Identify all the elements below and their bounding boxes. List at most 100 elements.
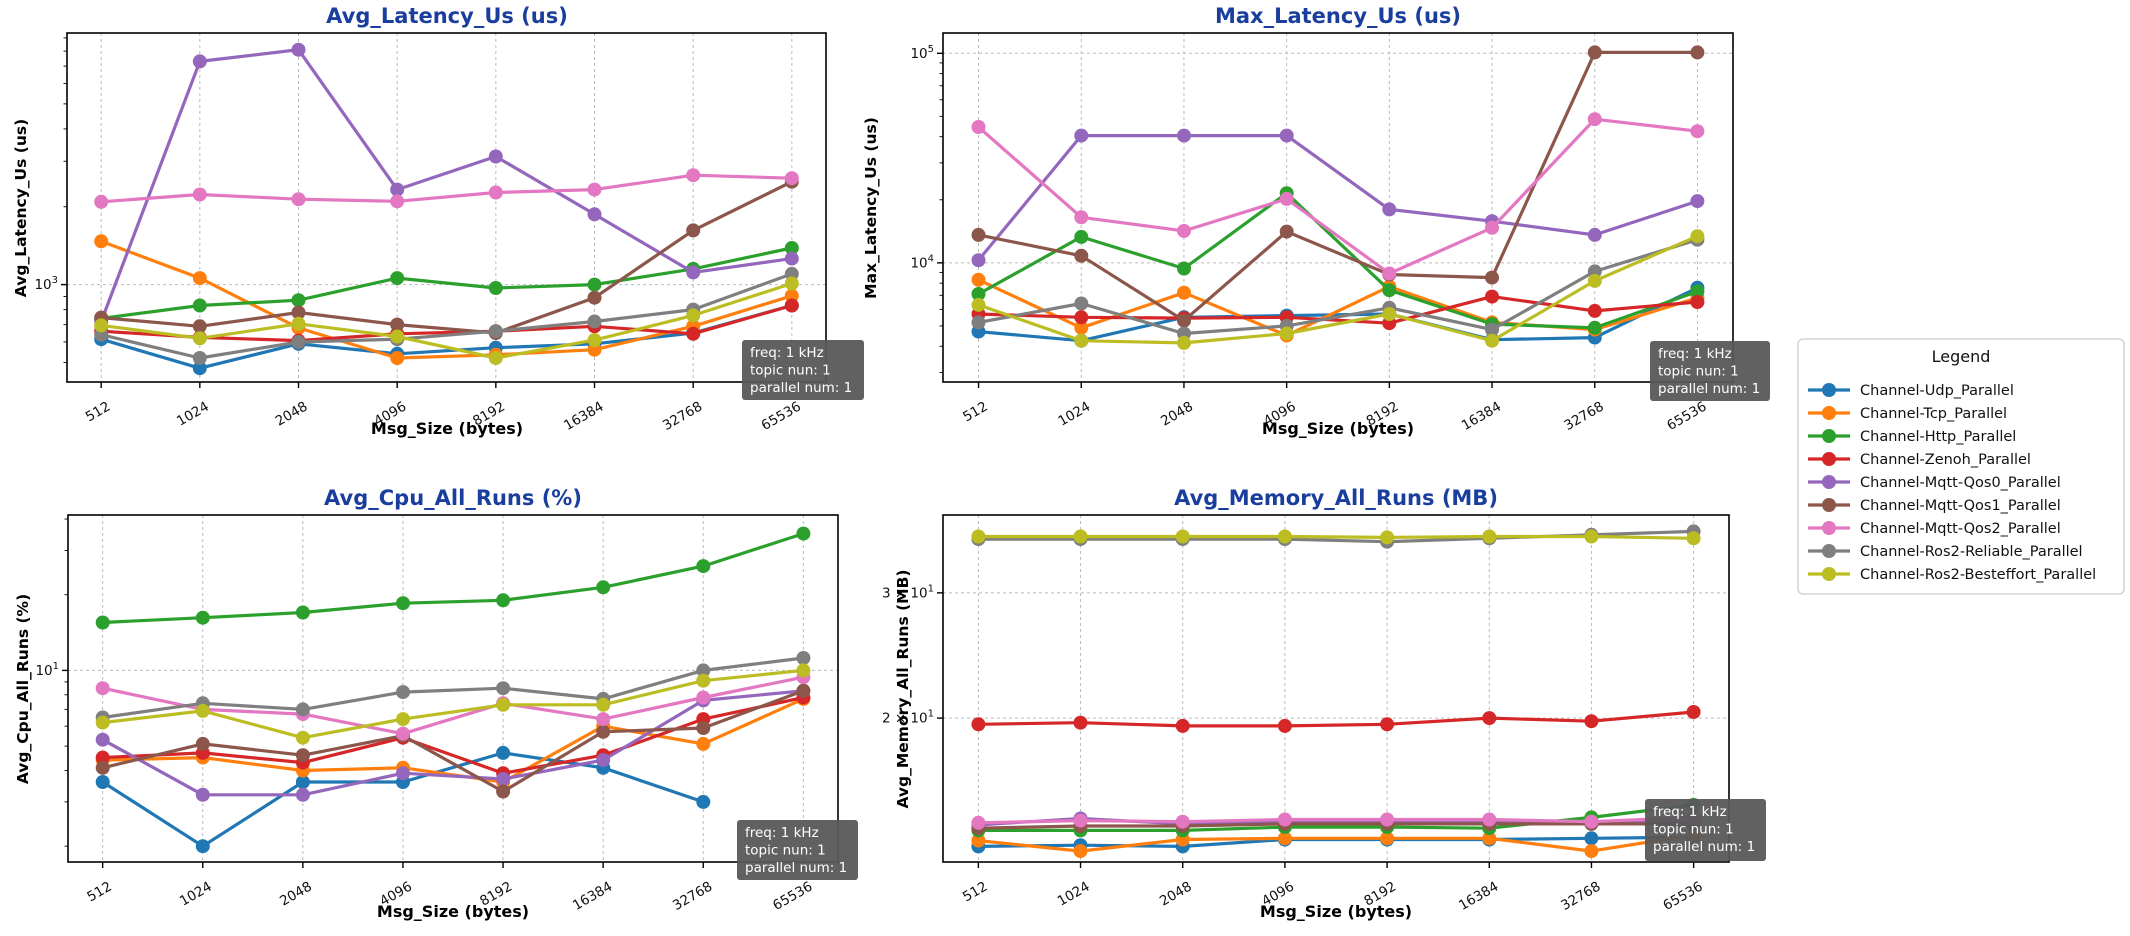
y-tick-label: 103 <box>34 275 58 293</box>
x-tick-label: 512 <box>83 399 113 426</box>
annotation-line: topic nun: 1 <box>745 843 826 859</box>
data-point <box>971 287 986 301</box>
data-point <box>95 760 110 775</box>
annotation-line: freq: 1 kHz <box>1658 346 1732 362</box>
x-tick-label: 512 <box>84 879 114 906</box>
series-line-Channel-Http_Parallel <box>976 803 1696 832</box>
data-point <box>1485 322 1499 337</box>
legend-marker <box>1822 544 1836 558</box>
data-point <box>784 266 799 281</box>
series-line-Channel-Zenoh_Parallel <box>976 710 1696 728</box>
annotation-line: topic nun: 1 <box>750 363 831 379</box>
legend-marker <box>1822 567 1836 581</box>
legend-item: Channel-Http_Parallel <box>1808 429 2016 445</box>
data-point <box>596 753 611 768</box>
data-point <box>396 712 410 727</box>
data-point <box>1073 715 1088 730</box>
x-tick-label: 16384 <box>561 399 606 434</box>
data-point <box>1485 220 1499 235</box>
data-point <box>971 315 986 330</box>
legend-title: Legend <box>1932 347 1991 366</box>
data-point <box>587 333 602 348</box>
x-tick-label: 2048 <box>1158 399 1196 430</box>
legend-item-label: Channel-Mqtt-Qos1_Parallel <box>1860 498 2061 514</box>
data-point <box>1485 270 1499 285</box>
series-line-Channel-Ros2-Reliable_Parallel <box>99 272 794 360</box>
annotation-line: parallel num: 1 <box>1658 381 1760 397</box>
data-point <box>1482 529 1497 544</box>
data-point <box>1177 261 1191 276</box>
data-point <box>1686 705 1701 719</box>
data-point <box>796 663 811 678</box>
data-point <box>1074 248 1089 263</box>
data-point <box>1382 283 1397 298</box>
y-tick-label: 2 × 101 <box>882 709 934 727</box>
data-point <box>1073 844 1088 859</box>
annotation-line: topic nun: 1 <box>1653 822 1734 838</box>
data-point <box>1485 333 1499 348</box>
data-point <box>295 787 310 802</box>
legend-item: Channel-Mqtt-Qos0_Parallel <box>1808 475 2061 491</box>
data-point <box>95 715 110 730</box>
data-point <box>1277 529 1292 544</box>
annotation-line: freq: 1 kHz <box>750 345 824 361</box>
data-point <box>1074 310 1089 325</box>
data-point <box>94 234 109 249</box>
data-point <box>390 351 405 365</box>
data-point <box>1177 223 1191 238</box>
data-point <box>396 766 410 781</box>
series-line-Channel-Ros2-Besteffort_Parallel <box>101 668 805 740</box>
series-line-Channel-Zenoh_Parallel <box>976 295 1699 325</box>
data-point <box>971 833 986 848</box>
x-tick-label: 32768 <box>1562 399 1607 434</box>
data-point <box>396 596 410 611</box>
data-point <box>192 298 207 313</box>
plot-frame <box>67 514 839 863</box>
data-point <box>95 732 110 747</box>
data-point <box>1482 812 1497 827</box>
x-tick-label: 65536 <box>770 879 815 914</box>
data-point <box>696 736 711 751</box>
legend-item-label: Channel-Mqtt-Qos0_Parallel <box>1860 475 2061 491</box>
series-line-Channel-Mqtt-Qos0_Parallel <box>99 48 794 324</box>
data-point <box>587 314 602 329</box>
data-point <box>1587 227 1602 242</box>
series-line-Channel-Mqtt-Qos2_Parallel <box>976 815 1696 825</box>
chart-title-avg-latency: Avg_Latency_Us (us) <box>326 4 568 28</box>
data-point <box>1584 831 1599 846</box>
series-line-Channel-Mqtt-Qos1_Parallel <box>101 689 805 794</box>
annotation-line: topic nun: 1 <box>1658 364 1739 380</box>
data-point <box>390 182 405 197</box>
data-point <box>295 605 310 620</box>
series-line-Channel-Mqtt-Qos0_Parallel <box>101 689 805 797</box>
data-point <box>192 271 207 286</box>
data-point <box>1584 529 1599 544</box>
series-line-Channel-Mqtt-Qos1_Parallel <box>976 50 1699 323</box>
x-tick-label: 65536 <box>1664 399 1709 434</box>
annotation-line: freq: 1 kHz <box>745 825 819 841</box>
series-line-Channel-Ros2-Besteffort_Parallel <box>99 281 794 360</box>
chart-title-max-latency: Max_Latency_Us (us) <box>1215 4 1461 28</box>
series-line-Channel-Udp_Parallel <box>976 286 1699 343</box>
data-point <box>95 775 110 789</box>
x-tick-label: 2048 <box>277 879 315 910</box>
data-point <box>1279 128 1294 143</box>
data-point <box>596 697 611 712</box>
series-line-Channel-Http_Parallel <box>976 191 1699 330</box>
legend-item: Channel-Zenoh_Parallel <box>1808 452 2031 468</box>
data-point <box>95 615 110 630</box>
data-point <box>291 316 306 331</box>
plot-frame <box>66 32 827 383</box>
data-point <box>596 580 611 595</box>
data-point <box>195 610 210 625</box>
data-point <box>1482 831 1497 846</box>
x-tick-label: 1024 <box>1055 399 1093 430</box>
data-point <box>784 288 799 303</box>
data-point <box>1175 814 1190 829</box>
data-point <box>1686 531 1701 546</box>
data-point <box>1382 307 1397 321</box>
data-point <box>1584 844 1599 859</box>
data-point <box>596 712 611 727</box>
legend-item: Channel-Ros2-Besteffort_Parallel <box>1808 567 2096 583</box>
